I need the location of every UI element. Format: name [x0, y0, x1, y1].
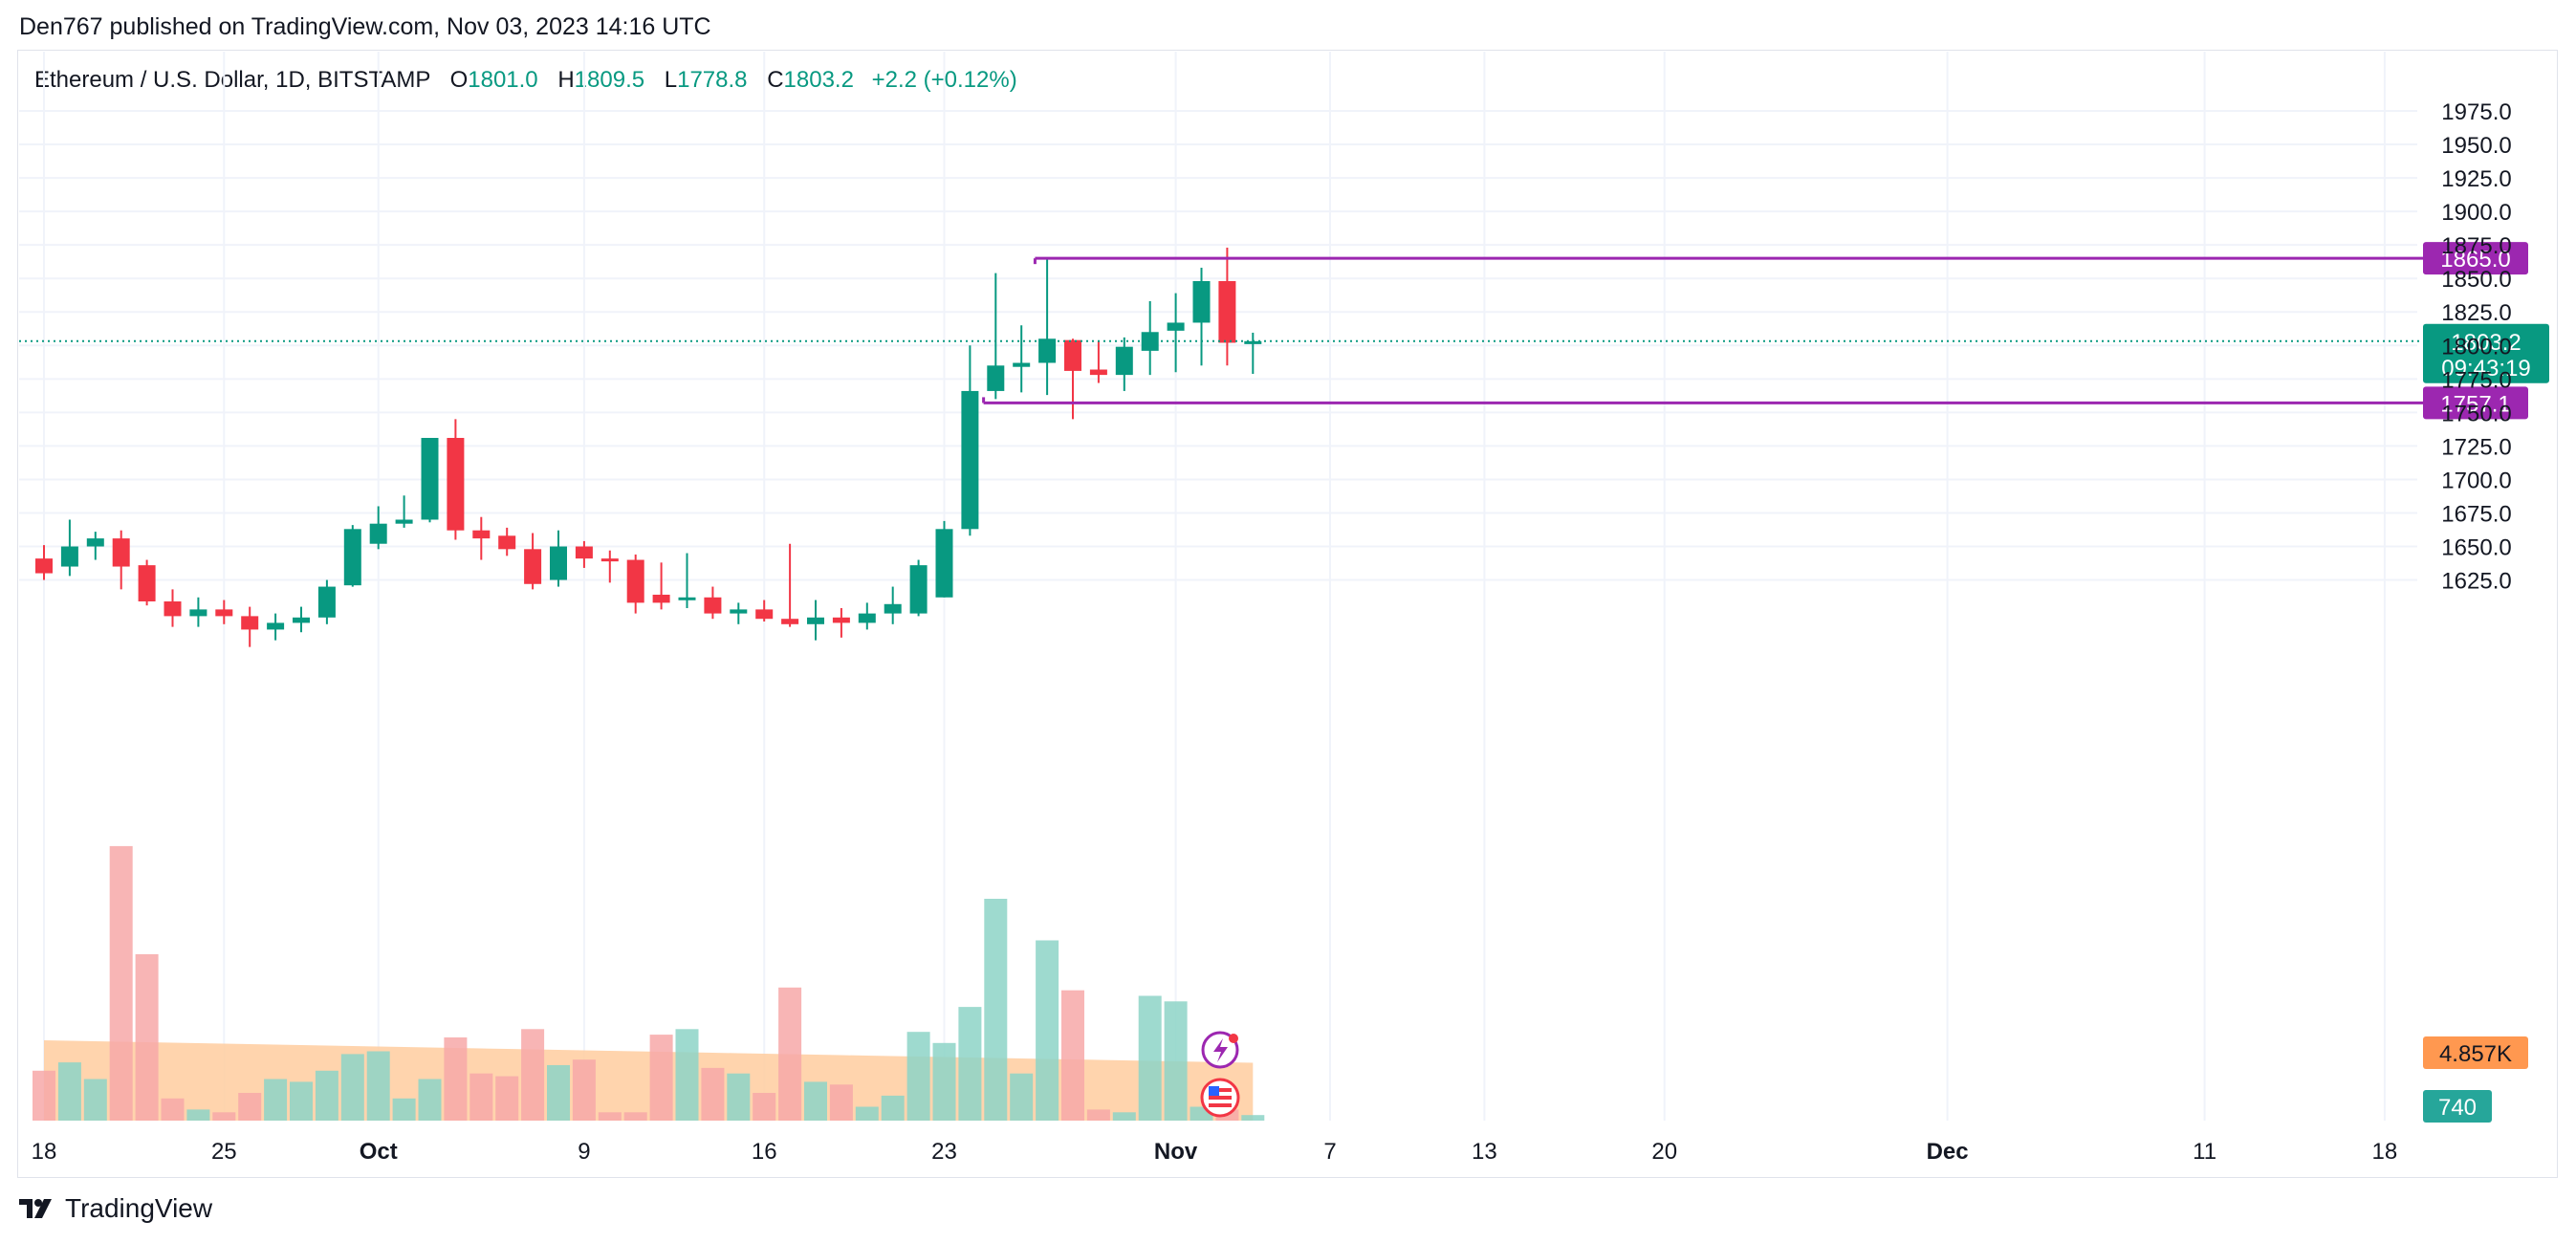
publisher-line: Den767 published on TradingView.com, Nov…	[19, 13, 711, 40]
change-value: +2.2 (+0.12%)	[871, 67, 1017, 93]
open-label: O	[449, 67, 469, 93]
footer-brand-text: TradingView	[65, 1193, 213, 1223]
low-label: L	[664, 67, 678, 93]
low-value: 1778.8	[677, 67, 748, 93]
high-label: H	[557, 67, 575, 93]
high-value: 1809.5	[574, 67, 645, 93]
open-value: 1801.0	[468, 67, 538, 93]
close-value: 1803.2	[783, 67, 854, 93]
chart-frame[interactable]	[17, 50, 2558, 1178]
symbol-title[interactable]: Ethereum / U.S. Dollar, 1D, BITSTAMP	[34, 67, 430, 93]
symbol-legend: Ethereum / U.S. Dollar, 1D, BITSTAMP O18…	[34, 67, 1017, 94]
footer-brand[interactable]: TradingView	[19, 1193, 212, 1224]
tradingview-logo-icon	[19, 1197, 57, 1220]
close-label: C	[767, 67, 784, 93]
